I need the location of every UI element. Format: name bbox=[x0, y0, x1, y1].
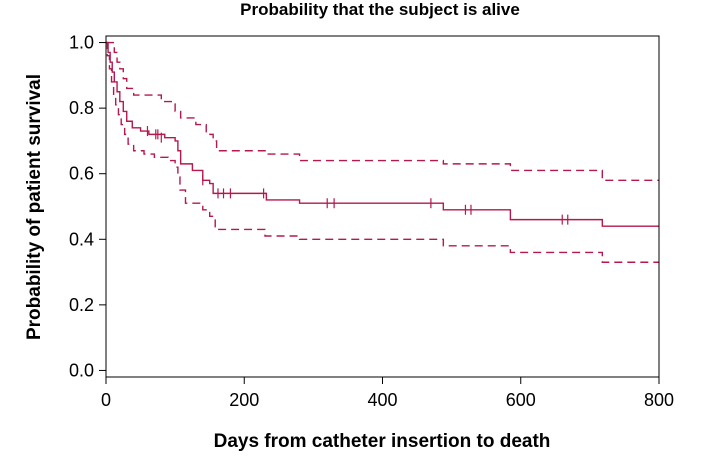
survival-curve-line bbox=[106, 41, 659, 227]
x-tick-label: 800 bbox=[644, 390, 674, 410]
y-axis-label: Probability of patient survival bbox=[24, 74, 45, 340]
upper-confidence-line bbox=[106, 41, 659, 181]
y-tick-label: 1.0 bbox=[69, 33, 94, 53]
x-tick-label: 400 bbox=[367, 390, 397, 410]
x-tick-label: 600 bbox=[506, 390, 536, 410]
x-tick-label: 0 bbox=[101, 390, 111, 410]
chart-title: Probability that the subject is alive bbox=[240, 0, 520, 19]
y-tick-label: 0.4 bbox=[69, 229, 94, 249]
lower-confidence-line bbox=[106, 41, 659, 263]
y-tick-label: 0.2 bbox=[69, 295, 94, 315]
x-axis-ticks: 0 200 400 600 800 bbox=[101, 377, 674, 410]
plot-frame bbox=[105, 35, 660, 378]
y-tick-label: 0.0 bbox=[69, 360, 94, 380]
y-tick-label: 0.8 bbox=[69, 98, 94, 118]
y-tick-label: 0.6 bbox=[69, 164, 94, 184]
x-tick-label: 200 bbox=[229, 390, 259, 410]
y-axis-ticks: 0.0 0.2 0.4 0.6 0.8 1.0 bbox=[69, 33, 106, 380]
x-axis-label: Days from catheter insertion to death bbox=[214, 431, 551, 452]
plot-area bbox=[106, 41, 659, 263]
